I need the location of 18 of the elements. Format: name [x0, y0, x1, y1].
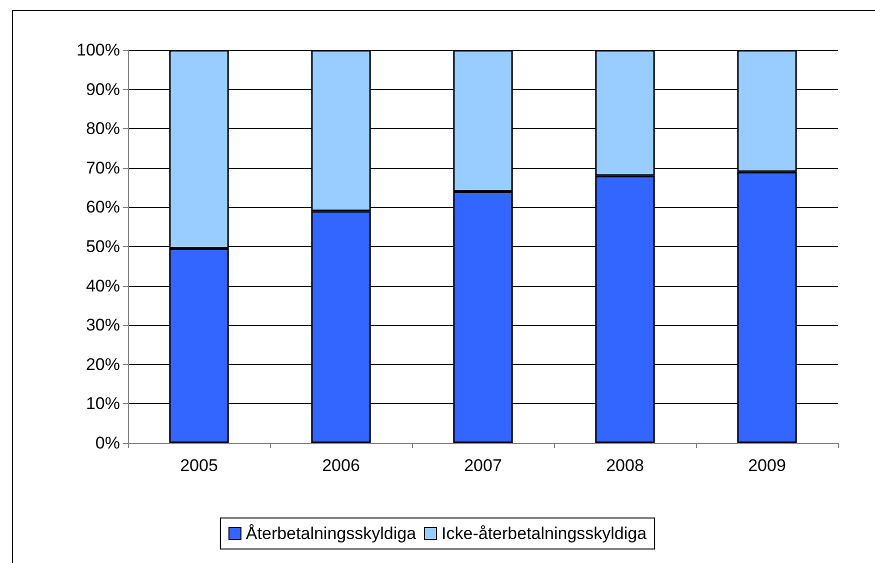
y-tick-label: 80%	[86, 119, 120, 138]
y-tick-label: 30%	[86, 316, 120, 335]
x-tick-label: 2008	[606, 456, 644, 475]
y-tick-label: 40%	[86, 276, 120, 296]
legend-label: Icke-återbetalningsskyldiga	[442, 524, 648, 543]
y-tick-label: 20%	[86, 354, 120, 374]
y-tick-label: 0%	[95, 434, 120, 452]
legend-label: Återbetalningsskyldiga	[246, 524, 417, 543]
y-tick-label: 100%	[76, 40, 120, 60]
y-tick-label: 60%	[86, 198, 120, 217]
y-tick-label: 70%	[86, 158, 120, 178]
x-tick-label: 2007	[464, 456, 502, 475]
x-tick-label: 2006	[322, 456, 360, 475]
x-tick-label: 2005	[180, 456, 218, 475]
y-tick-label: 90%	[86, 80, 120, 99]
y-tick-label: 10%	[86, 394, 120, 414]
x-tick-label: 2009	[748, 456, 786, 475]
y-tick-label: 50%	[86, 237, 120, 256]
